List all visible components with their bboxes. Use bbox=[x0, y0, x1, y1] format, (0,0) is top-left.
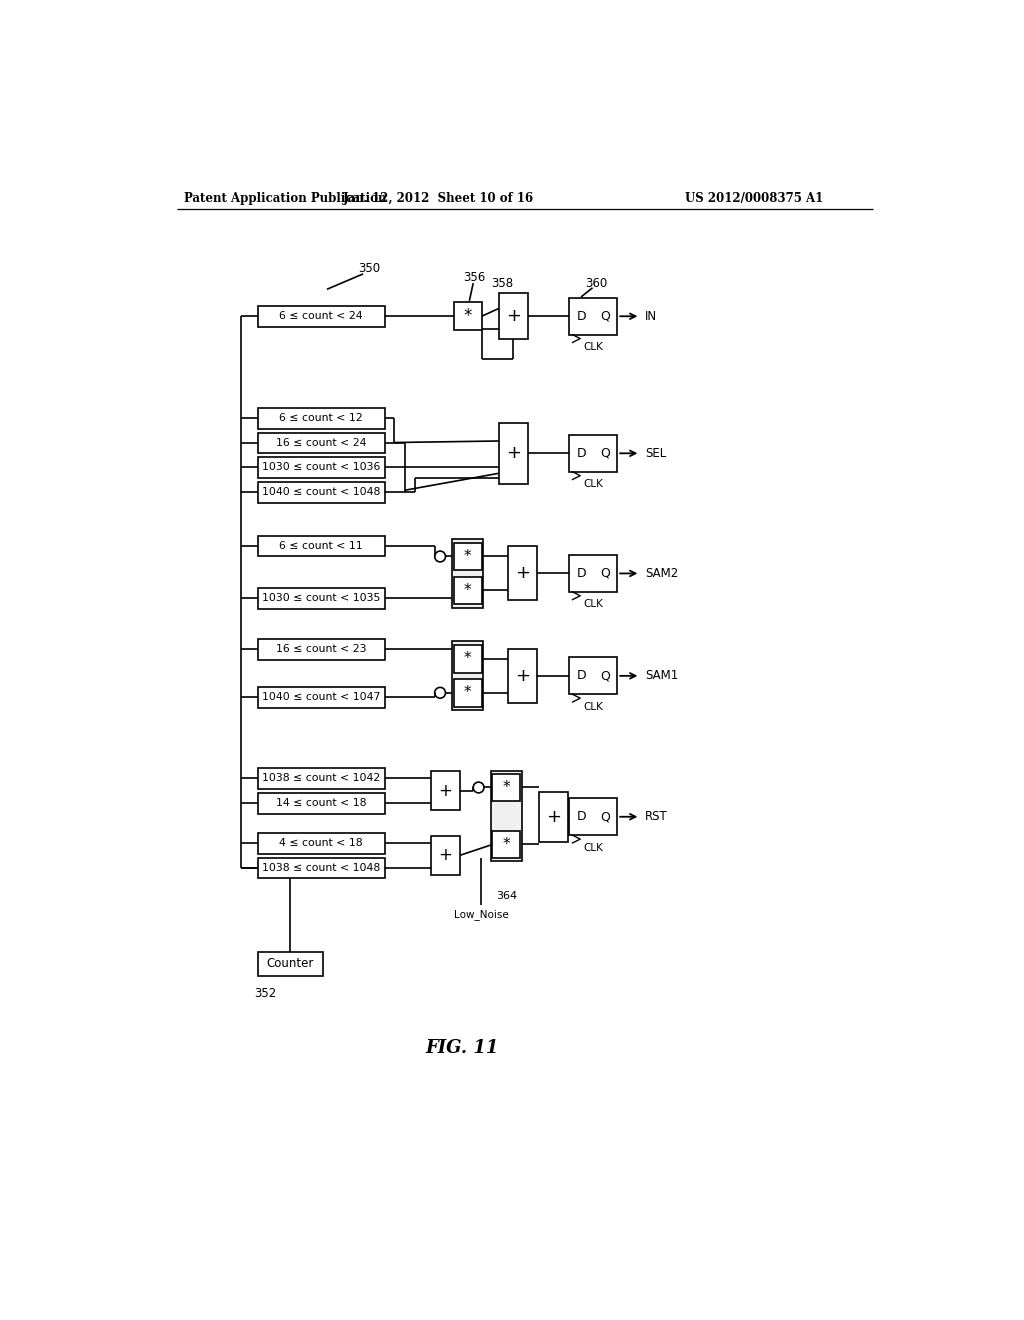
Text: *: * bbox=[464, 549, 472, 564]
Text: FIG. 11: FIG. 11 bbox=[425, 1039, 499, 1057]
Bar bbox=[508, 546, 538, 601]
Bar bbox=[454, 302, 481, 330]
Bar bbox=[431, 771, 460, 810]
Text: IN: IN bbox=[645, 310, 657, 323]
Bar bbox=[569, 657, 617, 694]
Bar bbox=[258, 639, 385, 660]
Text: CLK: CLK bbox=[584, 479, 603, 490]
Bar bbox=[258, 768, 385, 789]
Bar bbox=[258, 433, 385, 453]
Text: CLK: CLK bbox=[584, 702, 603, 711]
Text: 6 ≤ count < 12: 6 ≤ count < 12 bbox=[280, 413, 362, 422]
Text: D: D bbox=[577, 446, 587, 459]
Text: *: * bbox=[464, 651, 472, 667]
Text: 360: 360 bbox=[586, 277, 607, 290]
Text: *: * bbox=[503, 837, 510, 851]
Bar bbox=[569, 434, 617, 471]
Text: *: * bbox=[464, 308, 472, 325]
Text: 1040 ≤ count < 1048: 1040 ≤ count < 1048 bbox=[262, 487, 380, 496]
Text: 1038 ≤ count < 1048: 1038 ≤ count < 1048 bbox=[262, 862, 380, 873]
Bar bbox=[258, 793, 385, 813]
Text: 14 ≤ count < 18: 14 ≤ count < 18 bbox=[275, 797, 367, 808]
Text: Q: Q bbox=[601, 310, 610, 323]
Bar bbox=[258, 589, 385, 609]
Text: 358: 358 bbox=[492, 277, 513, 289]
Bar bbox=[258, 536, 385, 557]
Text: CLK: CLK bbox=[584, 342, 603, 352]
Bar bbox=[508, 649, 538, 702]
Text: 364: 364 bbox=[497, 891, 517, 902]
Bar bbox=[258, 408, 385, 429]
Bar bbox=[454, 577, 481, 605]
Text: +: + bbox=[515, 565, 530, 582]
Text: +: + bbox=[546, 808, 561, 826]
Text: 6 ≤ count < 24: 6 ≤ count < 24 bbox=[280, 312, 362, 321]
Bar bbox=[258, 833, 385, 854]
Text: RST: RST bbox=[645, 810, 668, 824]
Text: 16 ≤ count < 24: 16 ≤ count < 24 bbox=[275, 437, 367, 447]
Bar bbox=[454, 543, 481, 570]
Text: Patent Application Publication: Patent Application Publication bbox=[184, 191, 387, 205]
Bar bbox=[258, 952, 323, 977]
Text: +: + bbox=[506, 445, 521, 462]
Bar bbox=[569, 799, 617, 836]
Text: D: D bbox=[577, 810, 587, 824]
Bar bbox=[493, 830, 520, 858]
Bar bbox=[499, 422, 528, 484]
Bar bbox=[431, 836, 460, 874]
Text: 352: 352 bbox=[254, 986, 276, 999]
Text: Q: Q bbox=[601, 669, 610, 682]
Bar bbox=[539, 792, 568, 842]
Text: 350: 350 bbox=[358, 261, 380, 275]
Bar bbox=[499, 293, 528, 339]
Text: D: D bbox=[577, 566, 587, 579]
Bar bbox=[258, 306, 385, 327]
Text: 4 ≤ count < 18: 4 ≤ count < 18 bbox=[280, 838, 362, 847]
Text: +: + bbox=[438, 846, 453, 865]
Text: US 2012/0008375 A1: US 2012/0008375 A1 bbox=[685, 191, 823, 205]
Text: SAM1: SAM1 bbox=[645, 669, 678, 682]
Bar bbox=[453, 642, 483, 710]
Bar bbox=[569, 554, 617, 591]
Bar bbox=[258, 457, 385, 478]
Text: Low_Noise: Low_Noise bbox=[454, 909, 508, 920]
Bar bbox=[490, 771, 521, 862]
Text: CLK: CLK bbox=[584, 842, 603, 853]
Text: 16 ≤ count < 23: 16 ≤ count < 23 bbox=[275, 644, 367, 653]
Text: *: * bbox=[503, 780, 510, 795]
Text: 356: 356 bbox=[464, 271, 485, 284]
Bar bbox=[493, 774, 520, 801]
Text: CLK: CLK bbox=[584, 599, 603, 610]
Text: Q: Q bbox=[601, 810, 610, 824]
Text: 6 ≤ count < 11: 6 ≤ count < 11 bbox=[280, 541, 362, 550]
Text: +: + bbox=[506, 308, 521, 325]
Bar bbox=[454, 678, 481, 706]
Text: +: + bbox=[515, 667, 530, 685]
Text: *: * bbox=[464, 685, 472, 701]
Text: *: * bbox=[464, 583, 472, 598]
Bar bbox=[453, 539, 483, 609]
Text: 1038 ≤ count < 1042: 1038 ≤ count < 1042 bbox=[262, 774, 380, 783]
Bar bbox=[454, 645, 481, 673]
Text: 1030 ≤ count < 1036: 1030 ≤ count < 1036 bbox=[262, 462, 380, 473]
Text: 1040 ≤ count < 1047: 1040 ≤ count < 1047 bbox=[262, 693, 380, 702]
Text: Q: Q bbox=[601, 566, 610, 579]
Text: Jan. 12, 2012  Sheet 10 of 16: Jan. 12, 2012 Sheet 10 of 16 bbox=[343, 191, 535, 205]
Bar bbox=[258, 482, 385, 503]
Bar bbox=[569, 298, 617, 335]
Text: +: + bbox=[438, 781, 453, 800]
Text: SAM2: SAM2 bbox=[645, 566, 678, 579]
Text: SEL: SEL bbox=[645, 446, 667, 459]
Text: D: D bbox=[577, 310, 587, 323]
Bar bbox=[258, 858, 385, 878]
Bar bbox=[258, 688, 385, 708]
Text: 1030 ≤ count < 1035: 1030 ≤ count < 1035 bbox=[262, 593, 380, 603]
Text: D: D bbox=[577, 669, 587, 682]
Text: Q: Q bbox=[601, 446, 610, 459]
Text: Counter: Counter bbox=[266, 957, 314, 970]
